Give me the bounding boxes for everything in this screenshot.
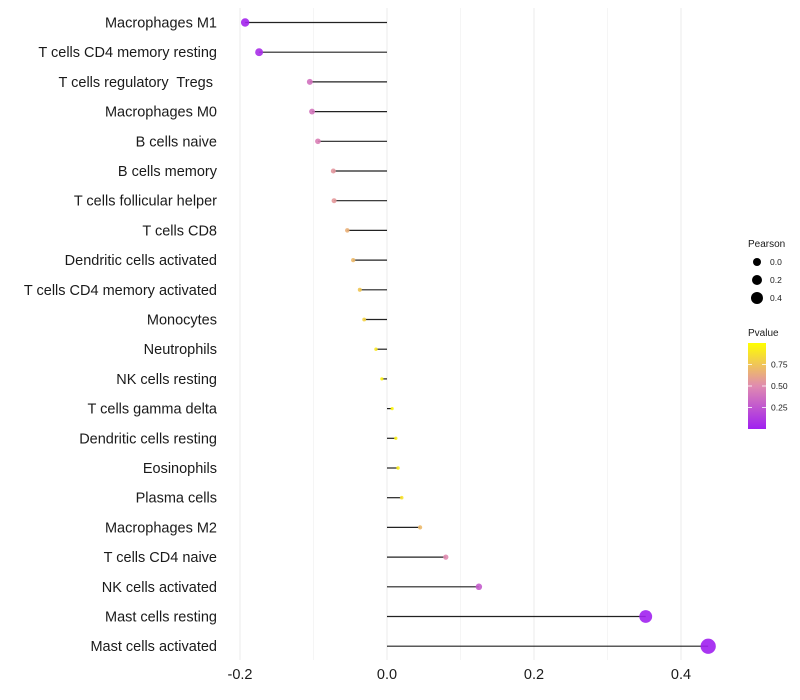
legend-pvalue-label: 0.75 [771,360,788,370]
legend-size-label: 0.0 [770,257,782,267]
x-tick-label: -0.2 [228,667,253,683]
y-tick-label: B cells naive [136,134,217,150]
x-tick-label: 0.4 [671,667,691,683]
y-tick-label: Macrophages M2 [105,520,217,536]
lollipop-point [315,138,321,145]
lollipop-point [362,317,367,322]
y-tick-label: Monocytes [147,313,217,329]
lollipop-point [700,638,716,654]
y-tick-label: T cells CD4 memory activated [24,283,217,299]
lollipop-point [330,168,336,174]
y-tick-label: Neutrophils [144,342,217,358]
y-tick-label: Dendritic cells activated [65,253,217,269]
legend-pearson: Pearson 0.0 0.2 0.4 [748,239,785,304]
y-tick-label: Dendritic cells resting [79,431,217,447]
lollipop-point [357,287,362,292]
y-tick-label: T cells CD8 [142,223,217,239]
lollipop-point [380,377,384,381]
y-tick-label: Mast cells activated [90,639,217,655]
lollipop-point [396,466,400,470]
lollipop-point [255,48,264,57]
y-tick-label: T cells follicular helper [74,194,217,210]
y-tick-label: B cells memory [118,164,218,180]
legend-pvalue-label: 0.25 [771,403,788,413]
lollipop-point [351,257,356,263]
y-tick-label: Plasma cells [136,491,217,507]
x-tick-label: 0.0 [377,667,397,683]
legend-pvalue-label: 0.50 [771,381,788,391]
legend-size-label: 0.4 [770,293,782,303]
lollipop-points [240,18,716,654]
y-tick-label: Macrophages M1 [105,16,217,32]
y-tick-label: Macrophages M0 [105,105,217,121]
lollipop-point [374,347,378,351]
legend-size-key [753,258,761,266]
lollipop-point [443,554,449,560]
legend-pvalue-title: Pvalue [748,328,779,339]
x-axis-tick-labels: -0.2 0.0 0.2 0.4 [228,667,692,683]
lollipop-segments [245,21,709,647]
y-tick-label: Mast cells resting [105,610,217,626]
lollipop-point [390,407,394,411]
lollipop-point [306,78,313,85]
legend-pvalue: Pvalue 0.75 0.50 0.25 [748,328,788,429]
legend-size-key [752,275,762,285]
y-tick-label: T cells regulatory Tregs [59,75,218,91]
y-tick-label: Eosinophils [143,461,217,477]
pvalue-colorbar [748,343,766,429]
lollipop-point [399,495,404,500]
legend-pearson-title: Pearson [748,239,785,250]
grid-lines [239,8,682,660]
y-tick-label: T cells CD4 naive [104,550,217,566]
lollipop-point [394,436,398,440]
lollipop-point [331,198,337,204]
lollipop-point [345,228,350,233]
y-tick-label: T cells CD4 memory resting [38,45,217,61]
legend-size-key [751,292,763,304]
lollipop-point [639,610,653,623]
lollipop-point [417,525,423,530]
y-tick-label: T cells gamma delta [88,402,218,418]
lollipop-point [309,108,315,115]
y-axis-labels: Macrophages M1 T cells CD4 memory resting… [24,16,218,656]
legend-size-label: 0.2 [770,275,782,285]
y-tick-label: NK cells resting [116,372,217,388]
lollipop-point [475,583,483,591]
y-tick-label: NK cells activated [102,580,217,596]
lollipop-point [240,18,250,27]
x-tick-label: 0.2 [524,667,544,683]
